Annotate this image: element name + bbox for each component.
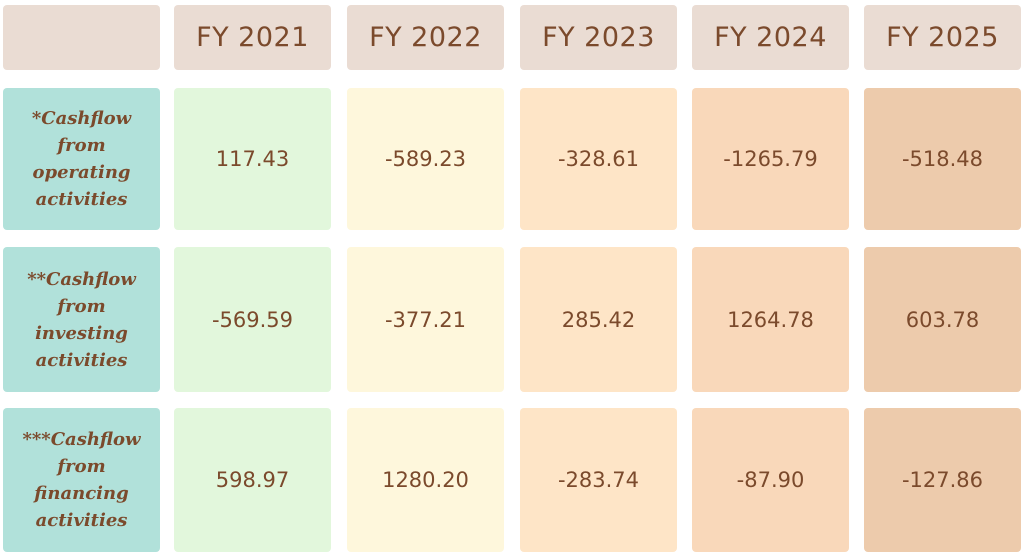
value-cell: -569.59 [174, 247, 331, 392]
value-cell: 598.97 [174, 408, 331, 552]
value-cell: -328.61 [520, 88, 677, 230]
corner-cell [3, 5, 160, 70]
value-cell: -87.90 [692, 408, 849, 552]
value-cell: -377.21 [347, 247, 504, 392]
column-header: FY 2021 [174, 5, 331, 70]
value-cell: -127.86 [864, 408, 1021, 552]
value-cell: 1264.78 [692, 247, 849, 392]
column-header: FY 2022 [347, 5, 504, 70]
row-label: **Cashflow from investing activities [3, 247, 160, 392]
column-header: FY 2025 [864, 5, 1021, 70]
value-cell: 285.42 [520, 247, 677, 392]
column-header: FY 2024 [692, 5, 849, 70]
value-cell: 117.43 [174, 88, 331, 230]
column-header: FY 2023 [520, 5, 677, 70]
value-cell: -518.48 [864, 88, 1021, 230]
value-cell: -589.23 [347, 88, 504, 230]
row-label: ***Cashflow from financing activities [3, 408, 160, 552]
value-cell: -1265.79 [692, 88, 849, 230]
row-label: *Cashflow from operating activities [3, 88, 160, 230]
value-cell: -283.74 [520, 408, 677, 552]
value-cell: 603.78 [864, 247, 1021, 392]
value-cell: 1280.20 [347, 408, 504, 552]
